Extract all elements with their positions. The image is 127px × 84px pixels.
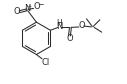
Text: O: O: [14, 7, 20, 16]
Text: +: +: [26, 4, 31, 9]
Text: −: −: [37, 0, 43, 9]
Text: O: O: [78, 20, 85, 30]
Text: O: O: [66, 34, 73, 43]
Text: N: N: [24, 4, 30, 13]
Text: Cl: Cl: [42, 58, 50, 67]
Text: H: H: [56, 19, 62, 28]
Text: O: O: [34, 2, 40, 11]
Text: N: N: [56, 22, 62, 31]
